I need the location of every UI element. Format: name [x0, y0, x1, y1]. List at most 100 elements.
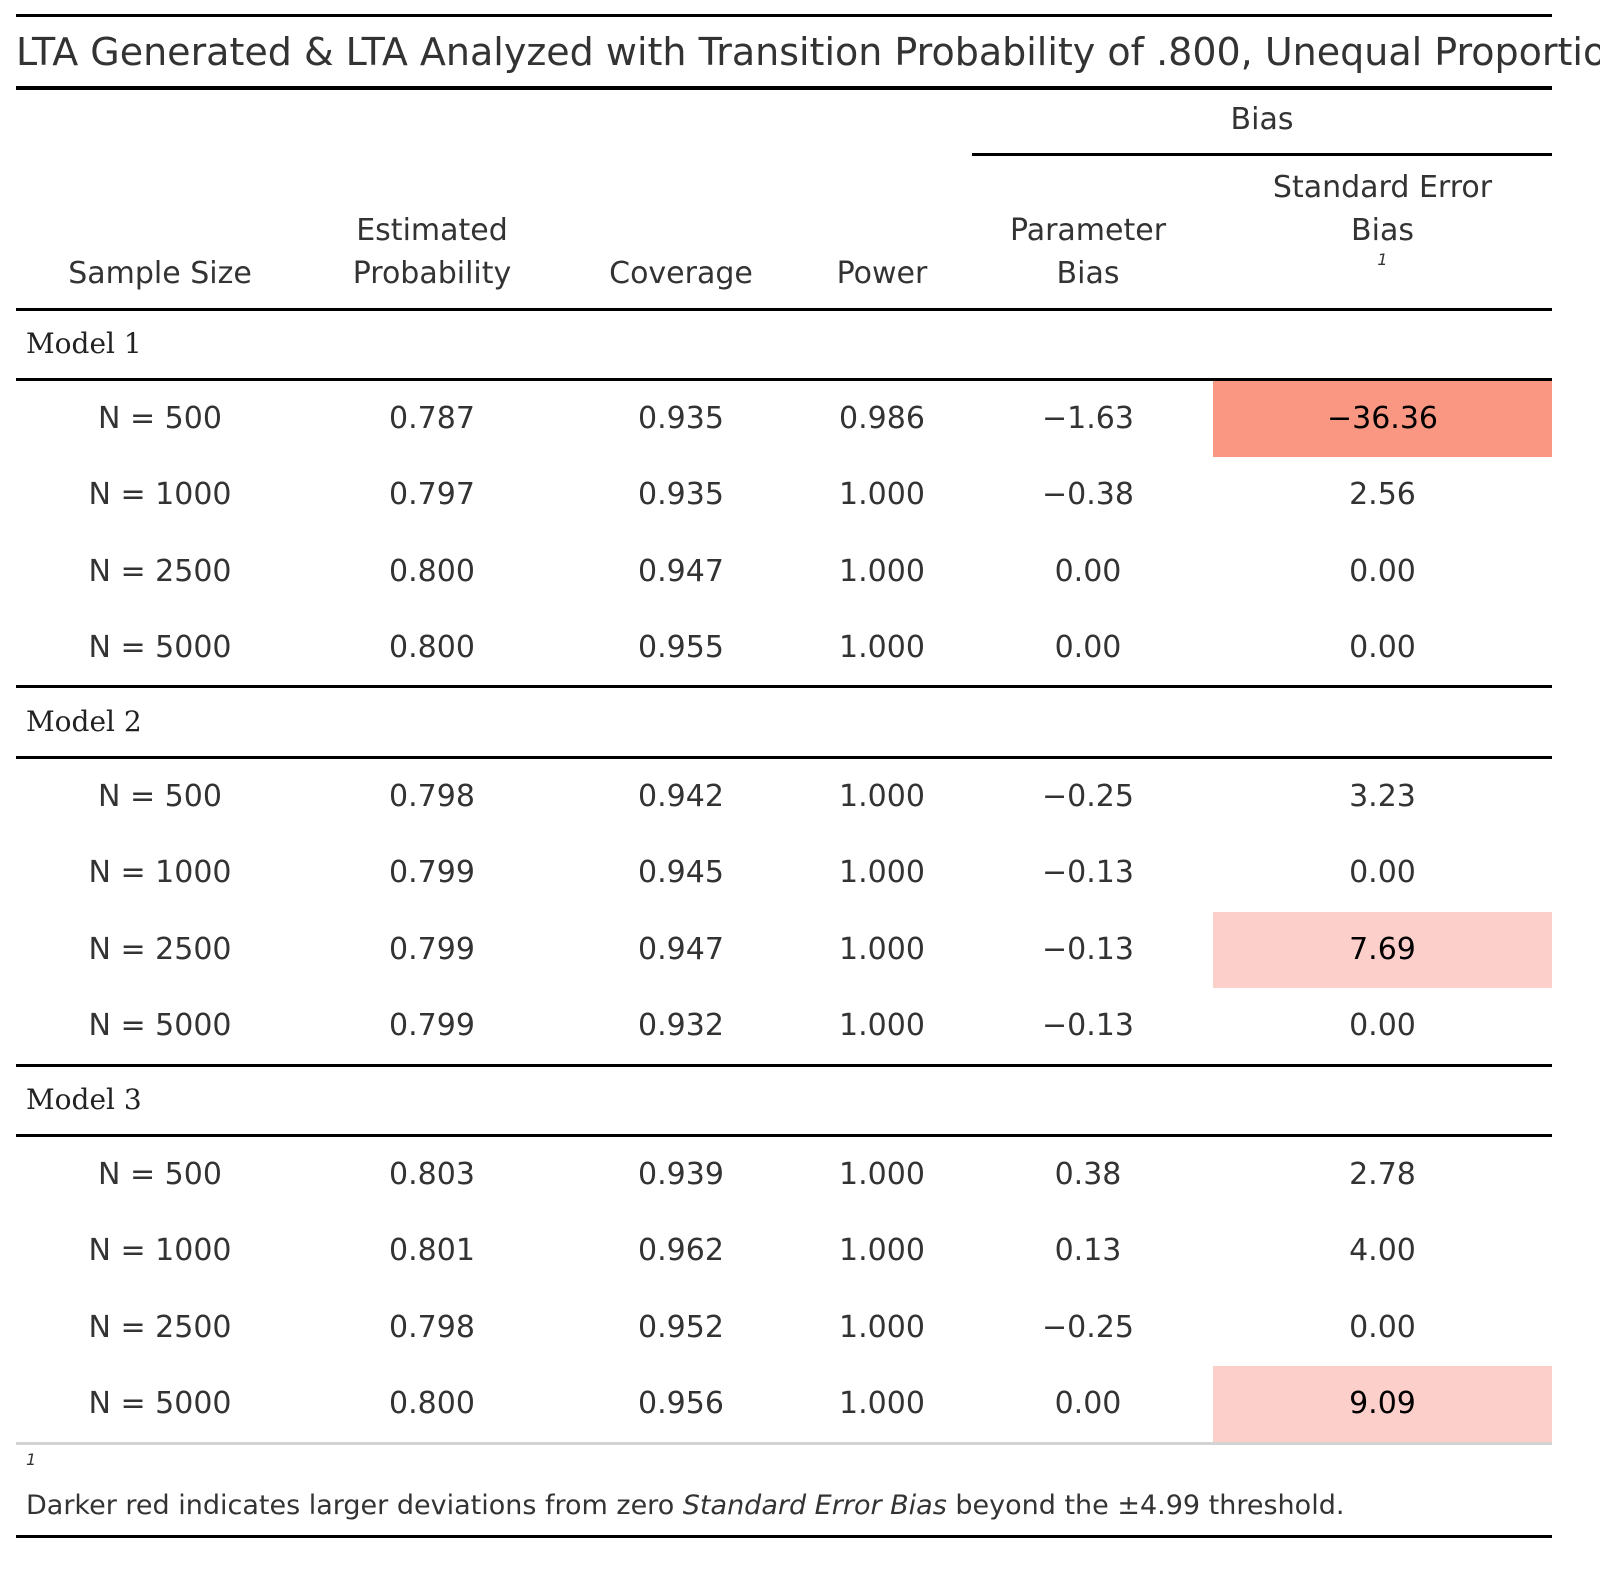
cell-power: 1.000 [839, 1007, 925, 1043]
cell-estimated-probability: 0.801 [389, 1233, 475, 1269]
header-parameter-line1: Parameter [1009, 213, 1167, 248]
cell-power: 1.000 [839, 553, 925, 589]
footnote-mark: 1 [26, 1450, 37, 1469]
group-label-model-1: Model 1 [26, 327, 142, 360]
cell-se-bias: −36.36 [1213, 381, 1552, 457]
cell-coverage: 0.939 [638, 1157, 724, 1192]
header-parameter-bias: Parameter Bias [972, 209, 1204, 295]
header-bottom-rule [16, 308, 1552, 311]
table-row: N = 5000 0.800 0.956 1.000 0.00 9.09 [16, 1365, 1552, 1442]
cell-parameter-bias: 0.38 [1054, 1157, 1122, 1192]
header-power-label: Power [836, 256, 928, 291]
cell-coverage: 0.935 [638, 401, 724, 436]
cell-power: 1.000 [839, 931, 925, 967]
cell-power: 1.000 [839, 1385, 925, 1421]
cell-se-bias: 4.00 [1349, 1233, 1416, 1269]
cell-parameter-bias: 0.00 [1054, 553, 1122, 589]
cell-parameter-bias: −0.13 [1042, 855, 1134, 891]
cell-se-bias: 0.00 [1349, 629, 1416, 665]
cell-estimated-probability: 0.797 [389, 477, 475, 513]
header-power: Power [792, 252, 972, 295]
table-row: N = 5000 0.800 0.955 1.000 0.00 0.00 [16, 610, 1552, 686]
header-se-bias: Standard Error Bias 1 [1213, 166, 1552, 268]
table-row: N = 2500 0.798 0.952 1.000 −0.25 0.00 [16, 1290, 1552, 1366]
cell-sample-size: N = 500 [98, 401, 222, 436]
footnote-text-italic: Standard Error Bias [682, 1490, 947, 1521]
cell-parameter-bias: 0.13 [1054, 1233, 1122, 1269]
header-se-footnote-mark: 1 [1377, 250, 1388, 269]
bias-spanner-rule [972, 153, 1552, 156]
table-row: N = 5000 0.799 0.932 1.000 −0.13 0.00 [16, 988, 1552, 1064]
group-3-top-rule [16, 1064, 1552, 1067]
header-estimated-line1: Estimated [356, 213, 508, 248]
cell-sample-size: N = 1000 [88, 477, 232, 513]
cell-coverage: 0.935 [638, 477, 724, 513]
cell-estimated-probability: 0.800 [389, 553, 475, 589]
cell-power: 1.000 [839, 779, 925, 814]
cell-sample-size: N = 2500 [88, 553, 232, 589]
cell-coverage: 0.947 [638, 931, 724, 967]
table-row: N = 1000 0.797 0.935 1.000 −0.38 2.56 [16, 457, 1552, 533]
cell-estimated-probability: 0.798 [389, 779, 475, 814]
cell-sample-size: N = 1000 [88, 1233, 232, 1269]
footnote-text-after: beyond the ±4.99 threshold. [946, 1490, 1345, 1521]
cell-power: 1.000 [839, 1233, 925, 1269]
bias-spanner-label: Bias [1230, 102, 1294, 137]
cell-sample-size: N = 1000 [88, 855, 232, 891]
cell-sample-size: N = 5000 [88, 1385, 232, 1421]
cell-coverage: 0.945 [638, 855, 724, 891]
cell-se-bias: 3.23 [1349, 779, 1416, 814]
cell-parameter-bias: −0.13 [1042, 1007, 1134, 1043]
cell-sample-size: N = 500 [98, 1157, 222, 1192]
title-bottom-rule [16, 86, 1552, 90]
cell-parameter-bias: −0.25 [1042, 779, 1134, 814]
header-parameter-line2: Bias [1056, 256, 1120, 291]
group-label-model-2: Model 2 [26, 705, 142, 738]
cell-estimated-probability: 0.799 [389, 855, 475, 891]
cell-power: 1.000 [839, 855, 925, 891]
cell-sample-size: N = 2500 [88, 1309, 232, 1345]
table-row: N = 500 0.787 0.935 0.986 −1.63 −36.36 [16, 381, 1552, 457]
cell-se-bias: 0.00 [1349, 855, 1416, 891]
cell-sample-size: N = 500 [98, 779, 222, 814]
table-row: N = 2500 0.799 0.947 1.000 −0.13 7.69 [16, 911, 1552, 988]
cell-se-bias: 7.69 [1213, 911, 1552, 988]
header-estimated-line2: Probability [352, 256, 512, 291]
cell-parameter-bias: 0.00 [1054, 1385, 1122, 1421]
cell-parameter-bias: −0.13 [1042, 931, 1134, 967]
footnote-text: Darker red indicates larger deviations f… [26, 1490, 1344, 1521]
group-2-rule [16, 756, 1552, 759]
cell-coverage: 0.942 [638, 779, 724, 814]
body-bottom-rule [16, 1442, 1552, 1445]
cell-parameter-bias: −0.38 [1042, 477, 1134, 513]
cell-power: 1.000 [839, 629, 925, 665]
cell-estimated-probability: 0.799 [389, 1007, 475, 1043]
cell-se-bias: 2.78 [1349, 1157, 1416, 1192]
group-1-rule [16, 378, 1552, 381]
cell-power: 1.000 [839, 1157, 925, 1192]
header-se-line2: Bias [1351, 213, 1414, 248]
table-row: N = 1000 0.799 0.945 1.000 −0.13 0.00 [16, 835, 1552, 911]
cell-sample-size: N = 5000 [88, 1007, 232, 1043]
table-row: N = 2500 0.800 0.947 1.000 0.00 0.00 [16, 534, 1552, 610]
cell-coverage: 0.932 [638, 1007, 724, 1043]
cell-estimated-probability: 0.803 [389, 1157, 475, 1192]
group-label-model-3: Model 3 [26, 1083, 142, 1116]
header-sample-size-label: Sample Size [68, 256, 252, 291]
cell-power: 0.986 [839, 401, 925, 436]
top-rule [16, 14, 1552, 17]
header-se-line1: Standard Error [1272, 170, 1493, 205]
cell-coverage: 0.956 [638, 1385, 724, 1421]
cell-estimated-probability: 0.800 [389, 1385, 475, 1421]
header-coverage: Coverage [570, 252, 792, 295]
cell-se-bias: 9.09 [1213, 1365, 1552, 1442]
header-coverage-label: Coverage [609, 256, 753, 291]
table-row: N = 500 0.803 0.939 1.000 0.38 2.78 [16, 1137, 1552, 1213]
cell-estimated-probability: 0.787 [389, 401, 475, 436]
group-2-top-rule [16, 685, 1552, 688]
footnote-text-before: Darker red indicates larger deviations f… [26, 1490, 683, 1521]
cell-se-bias: 0.00 [1349, 1309, 1416, 1345]
cell-parameter-bias: 0.00 [1054, 629, 1122, 665]
cell-power: 1.000 [839, 477, 925, 513]
cell-estimated-probability: 0.799 [389, 931, 475, 967]
